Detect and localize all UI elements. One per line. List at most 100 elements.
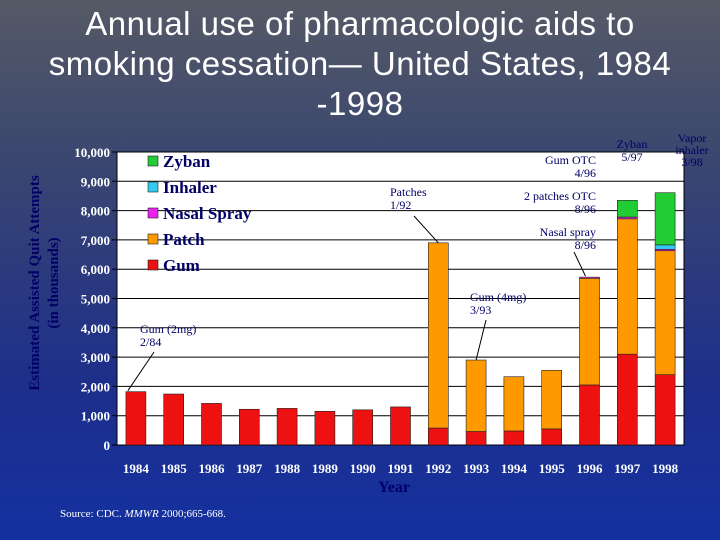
annotation-gum2mg-leader [127,351,155,391]
annotation-gum2mg: Gum (2mg)2/84 [140,322,196,349]
x-tick-label: 1984 [123,461,150,476]
y-tick-label: 0 [104,438,111,453]
legend-swatch-inhaler [147,181,159,193]
bar-gum-1989 [314,411,336,446]
annotation-nasal-line: Nasal spray [540,225,596,239]
bar-gum-1987 [239,408,260,446]
bar-zyban-1997 [616,200,638,218]
y-axis-label: Estimated Assisted Quit Attempts (in tho… [27,175,62,391]
annotation-gumotc-line: 4/96 [575,166,596,180]
annotation-patchesotc-line: 8/96 [575,202,596,216]
y-tick-label: 10,000 [74,145,110,160]
x-tick-label: 1988 [274,461,301,476]
bar-gum-1990 [352,409,374,446]
annotation-gum2mg-line: 2/84 [140,335,161,349]
source-prefix: Source: CDC. [60,508,125,520]
y-tick-label: 8,000 [81,204,110,219]
annotation-vapor-line: inhaler [675,143,708,157]
legend-swatch-zyban [147,155,159,167]
annotation-gum4mg-leader [475,319,487,361]
y-tick-label: 6,000 [81,262,110,277]
x-tick-label: 1993 [463,461,490,476]
chart-title: Annual use of pharmacologic aids to smok… [0,4,720,124]
bar-inhaler-1998 [654,244,676,250]
x-axis-ticks: 1984 1985 1986 1987 1988 1989 1990 1991 1992 1993… [123,461,679,476]
annotation-patchesotc-line: 2 patches OTC [524,189,596,203]
x-tick-label: 1998 [652,461,679,476]
bar-nasal-spray-1996 [579,276,600,279]
bar-patch-1992 [427,242,449,429]
annotation-nasal-line: 8/96 [575,238,596,252]
annotation-zyban-line: 5/97 [621,150,642,164]
bars [125,192,676,446]
annotation-vapor-line: Vapor [678,131,707,145]
x-tick-label: 1994 [501,461,528,476]
y-axis-label-line-1: Estimated Assisted Quit Attempts [27,175,43,391]
legend-swatch-nasal-spray [147,207,159,219]
x-tick-label: 1990 [350,461,376,476]
x-tick-label: 1992 [425,461,451,476]
bar-zyban-1998 [654,192,676,246]
y-axis-label-line-2: (in thousands) [46,237,62,328]
y-tick-label: 3,000 [81,350,110,365]
bar-gum-1993 [465,431,487,446]
bar-gum-1991 [390,406,411,446]
y-axis-ticks: 0 1,000 2,000 3,000 4,000 5,000 6,000 7,000 8,00… [74,145,110,453]
x-tick-label: 1997 [614,461,641,476]
legend: Zyban Inhaler Nasal Spray Patch Gum [147,152,252,275]
annotation-vapor-line: 3/98 [681,155,702,169]
bar-patch-1996 [579,277,600,386]
annotation-gum2mg-line: Gum (2mg) [140,322,196,336]
annotation-gum4mg-line: Gum (4mg) [470,290,526,304]
annotation-gumotc-line: Gum OTC [545,153,596,167]
x-axis-label: Year [378,479,410,496]
bar-patch-1998 [654,250,676,375]
y-tick-label: 9,000 [81,174,110,189]
x-tick-label: 1987 [236,461,263,476]
source-note: Source: CDC. MMWR 2000;665-668. [60,508,226,520]
bar-gum-1996 [579,384,600,446]
source-rest: 2000;665-668. [158,508,226,520]
legend-label-zyban: Zyban [163,152,211,171]
legend-label-gum: Gum [163,256,200,275]
bar-patch-1994 [503,376,525,432]
bar-gum-1998 [654,374,676,446]
title-line-1: Annual use of pharmacologic aids to [85,5,635,42]
legend-label-nasal-spray: Nasal Spray [163,204,252,223]
source-journal: MMWR [124,508,159,520]
y-tick-label: 5,000 [81,292,110,307]
y-tick-label: 4,000 [81,321,110,336]
bar-patch-1993 [465,359,487,432]
bar-patch-1997 [616,218,638,355]
title-line-2: smoking cessation— United States, 1984 [48,45,672,82]
bar-gum-1997 [616,353,638,446]
x-tick-label: 1996 [577,461,604,476]
annotation-gum4mg: Gum (4mg)3/93 [470,290,526,317]
bar-gum-1988 [276,408,298,446]
annotation-gum4mg-line: 3/93 [470,303,491,317]
y-tick-label: 1,000 [81,409,110,424]
annotation-1996-leader [573,251,586,277]
y-tick-label: 2,000 [81,379,110,394]
x-tick-label: 1986 [199,461,226,476]
legend-label-inhaler: Inhaler [163,178,217,197]
legend-swatch-gum [147,259,159,271]
bar-gum-1992 [427,427,449,446]
title-line-3: -1998 [316,85,404,122]
x-tick-label: 1989 [312,461,339,476]
annotation-patches-leader [413,215,439,244]
annotation-patches-line: Patches [390,185,427,199]
bar-gum-1995 [541,428,563,446]
y-tick-label: 7,000 [81,233,110,248]
bar-gum-1984 [125,391,147,446]
bar-gum-1986 [201,403,222,446]
x-tick-label: 1985 [161,461,188,476]
legend-label-patch: Patch [163,230,205,249]
x-tick-label: 1995 [539,461,566,476]
